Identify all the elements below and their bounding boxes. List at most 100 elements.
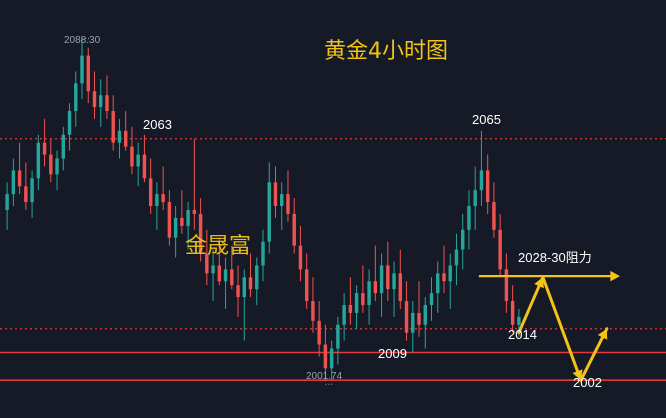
candle-body	[367, 281, 371, 305]
candle-body	[448, 265, 452, 282]
candle-body	[17, 170, 22, 187]
candle-body	[354, 293, 359, 313]
candle-body	[398, 273, 403, 302]
projection-arrowhead	[597, 328, 608, 340]
candle-body	[248, 277, 253, 290]
high-price-label: 2088.30	[64, 35, 101, 46]
watermark-text: 金晟富	[185, 234, 252, 259]
candle-body	[198, 213, 203, 254]
level-label-2014: 2014	[508, 327, 537, 342]
candle-body	[211, 265, 215, 274]
candle-body	[404, 301, 409, 333]
candle-body	[510, 301, 515, 325]
candle-body	[105, 95, 109, 112]
candle-body	[80, 55, 84, 84]
candle-body	[479, 170, 484, 191]
candle-body	[180, 217, 184, 226]
candle-body	[5, 194, 9, 210]
candle-body	[30, 178, 34, 203]
candle-body	[286, 194, 290, 214]
projection-path	[478, 270, 620, 382]
candle-body	[429, 293, 434, 305]
candle-body	[342, 305, 346, 325]
candle-body	[230, 269, 234, 286]
candle-body	[74, 83, 78, 112]
candle-body	[136, 154, 140, 167]
candle-body	[304, 269, 309, 302]
candle-body	[298, 245, 303, 270]
resistance-arrowhead	[610, 270, 620, 282]
candle-body	[24, 186, 28, 203]
candle-body	[267, 182, 271, 242]
candle-body	[423, 305, 427, 325]
candle-body	[280, 194, 284, 207]
candle-body	[273, 182, 278, 207]
level-label-2065: 2065	[472, 112, 501, 127]
candle-body	[155, 194, 159, 207]
candle-body	[42, 142, 47, 155]
candle-body	[11, 170, 16, 195]
chart-title: 黄金4小时图	[324, 39, 448, 64]
candle-body	[417, 312, 421, 325]
candle-body	[36, 142, 41, 179]
candle-body	[86, 55, 90, 92]
candle-body	[386, 265, 390, 290]
candle-body	[223, 269, 228, 282]
candle-body	[148, 178, 153, 207]
candle-body	[317, 320, 321, 345]
candle-body	[142, 154, 147, 179]
projection-arrowhead	[534, 277, 544, 289]
candles-series	[5, 38, 521, 385]
candle-body	[460, 229, 465, 250]
candle-body	[392, 273, 396, 290]
candle-body	[467, 206, 471, 230]
candle-body	[485, 170, 490, 203]
projection-arrowhead	[572, 369, 583, 381]
candle-body	[192, 210, 197, 214]
candle-body	[329, 348, 334, 369]
candle-body	[92, 91, 97, 108]
candle-body	[454, 249, 459, 266]
candle-body	[167, 202, 172, 238]
candle-body	[61, 134, 66, 159]
level-label-2002: 2002	[573, 375, 602, 390]
candle-body	[292, 213, 296, 246]
candle-body	[411, 312, 415, 333]
candle-body	[117, 130, 122, 143]
level-label-2063: 2063	[143, 117, 172, 132]
candle-body	[55, 158, 59, 175]
candle-body	[205, 253, 209, 274]
candle-body	[161, 194, 165, 203]
candle-body	[436, 273, 440, 294]
candle-body	[473, 190, 477, 207]
candle-body	[49, 154, 53, 175]
candle-body	[123, 130, 128, 147]
candle-body	[99, 95, 103, 108]
candle-body	[442, 273, 446, 282]
resistance-label: 2028-30阻力	[518, 250, 592, 265]
low-price-label: 2001.74	[306, 371, 343, 382]
candle-body	[236, 285, 240, 298]
candle-body	[311, 301, 315, 321]
candle-body	[186, 210, 190, 226]
level-label-2009: 2009	[378, 346, 407, 361]
candle-body	[348, 305, 353, 313]
price-levels	[0, 138, 666, 382]
candle-body	[217, 265, 222, 282]
candle-body	[261, 241, 265, 266]
candle-body	[242, 277, 246, 298]
candle-body	[517, 316, 521, 325]
candle-body	[336, 324, 340, 349]
candle-body	[130, 146, 134, 167]
candle-body	[323, 344, 328, 369]
candle-body	[111, 111, 115, 143]
projection-line	[517, 275, 609, 382]
candle-body	[373, 281, 378, 294]
candle-body	[361, 293, 365, 305]
candle-body	[173, 217, 178, 238]
candle-body	[492, 202, 496, 230]
candle-body	[255, 265, 259, 290]
candle-body	[498, 229, 502, 270]
